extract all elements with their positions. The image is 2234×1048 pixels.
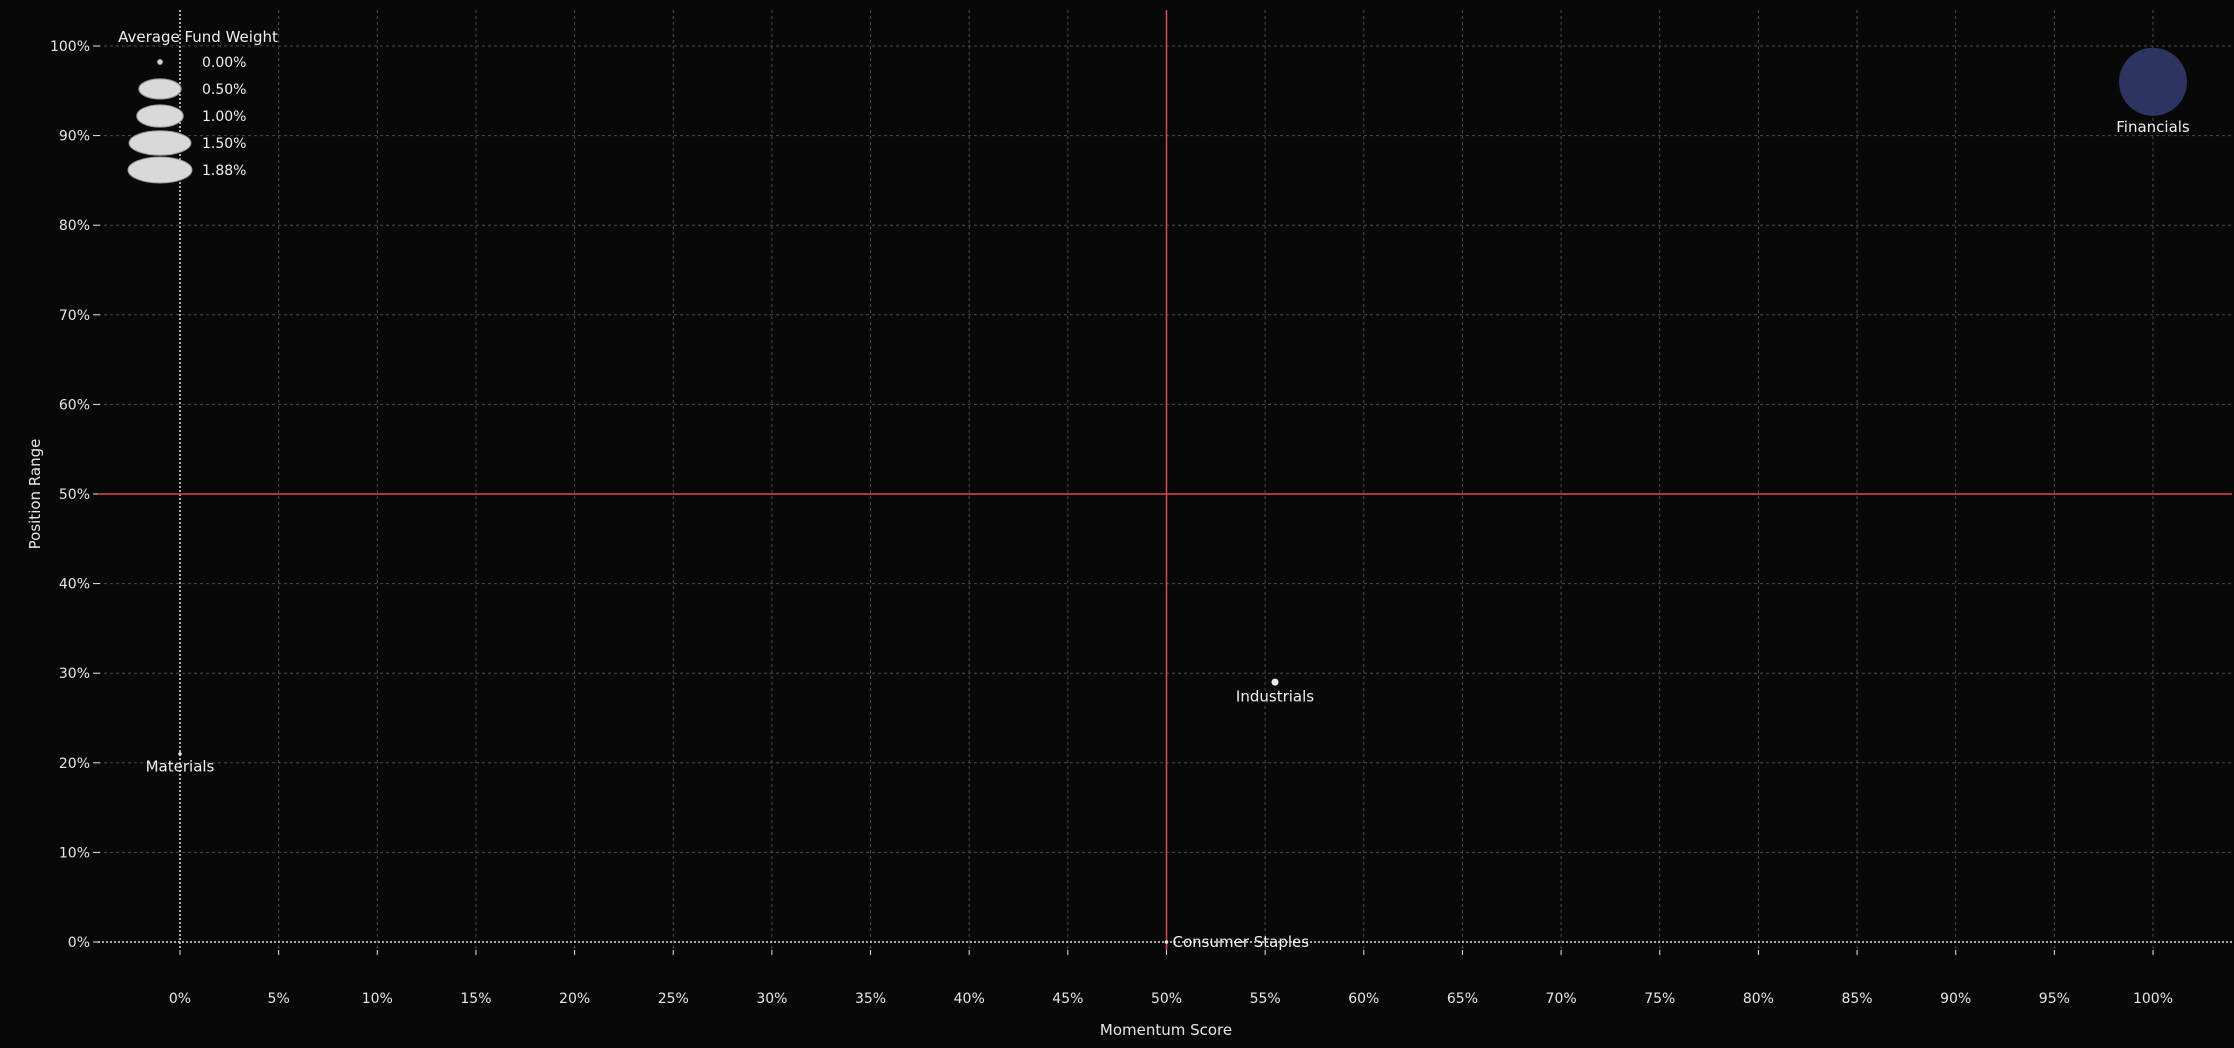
point-label: Industrials: [1236, 688, 1314, 706]
legend-marker: [157, 59, 163, 65]
data-points: [178, 47, 2187, 944]
x-tick-label: 40%: [954, 991, 985, 1007]
x-tick-label: 45%: [1052, 991, 1083, 1007]
data-point-consumer-staples: [1164, 940, 1169, 944]
x-tick-label: 5%: [268, 991, 290, 1007]
y-tick-label: 40%: [59, 577, 90, 593]
x-axis-label: Momentum Score: [1100, 1021, 1232, 1039]
x-tick-label: 90%: [1940, 991, 1971, 1007]
x-tick-label: 0%: [169, 991, 191, 1007]
x-tick-label: 35%: [855, 991, 886, 1007]
x-tick-label: 50%: [1151, 991, 1182, 1007]
x-tick-label: 65%: [1447, 991, 1478, 1007]
y-tick-label: 50%: [59, 487, 90, 503]
y-tick-label: 70%: [59, 308, 90, 324]
legend-label: 0.50%: [202, 82, 246, 98]
x-tick-label: 55%: [1250, 991, 1281, 1007]
x-tick-label: 70%: [1546, 991, 1577, 1007]
x-tick-label: 60%: [1348, 991, 1379, 1007]
legend-label: 1.88%: [202, 163, 246, 179]
size-legend: Average Fund Weight 0.00% 0.50% 1.00% 1.50% 1…: [118, 28, 278, 184]
x-tick-label: 30%: [756, 991, 787, 1007]
y-tick-label: 0%: [68, 935, 90, 951]
data-point-financials: [2119, 47, 2187, 116]
y-tick-label: 20%: [59, 756, 90, 772]
y-axis-label: Position Range: [26, 439, 44, 550]
legend-label: 1.50%: [202, 136, 246, 152]
legend-label: 0.00%: [202, 55, 246, 71]
point-labels: Financials Industrials Materials Consumer S…: [146, 118, 2190, 951]
x-tick-label: 20%: [559, 991, 590, 1007]
x-tick-label: 25%: [658, 991, 689, 1007]
legend-marker: [128, 130, 192, 156]
point-label: Consumer Staples: [1173, 933, 1310, 951]
legend-title: Average Fund Weight: [118, 28, 278, 46]
legend-marker: [136, 104, 184, 128]
x-tick-label: 100%: [2133, 991, 2173, 1007]
y-tick-label: 100%: [50, 39, 90, 55]
y-tick-label: 80%: [59, 218, 90, 234]
legend-marker: [138, 78, 182, 100]
point-label: Materials: [146, 758, 215, 776]
y-tick-label: 60%: [59, 397, 90, 413]
data-point-industrials: [1271, 678, 1279, 686]
x-tick-label: 80%: [1743, 991, 1774, 1007]
data-point-materials: [178, 752, 182, 756]
point-label: Financials: [2116, 118, 2190, 136]
axes: 0% 5% 10% 15% 20% 25% 30% 35% 40% 45% 50% 55% 60% 65%…: [50, 39, 2173, 1007]
legend-label: 1.00%: [202, 109, 246, 125]
y-tick-label: 30%: [59, 666, 90, 682]
x-tick-label: 95%: [2039, 991, 2070, 1007]
x-tick-label: 10%: [362, 991, 393, 1007]
x-tick-label: 15%: [460, 991, 491, 1007]
legend-marker: [127, 156, 193, 184]
x-tick-label: 75%: [1644, 991, 1675, 1007]
y-tick-label: 90%: [59, 129, 90, 145]
x-tick-label: 85%: [1841, 991, 1872, 1007]
reference-lines: [98, 10, 2232, 950]
y-tick-label: 10%: [59, 845, 90, 861]
